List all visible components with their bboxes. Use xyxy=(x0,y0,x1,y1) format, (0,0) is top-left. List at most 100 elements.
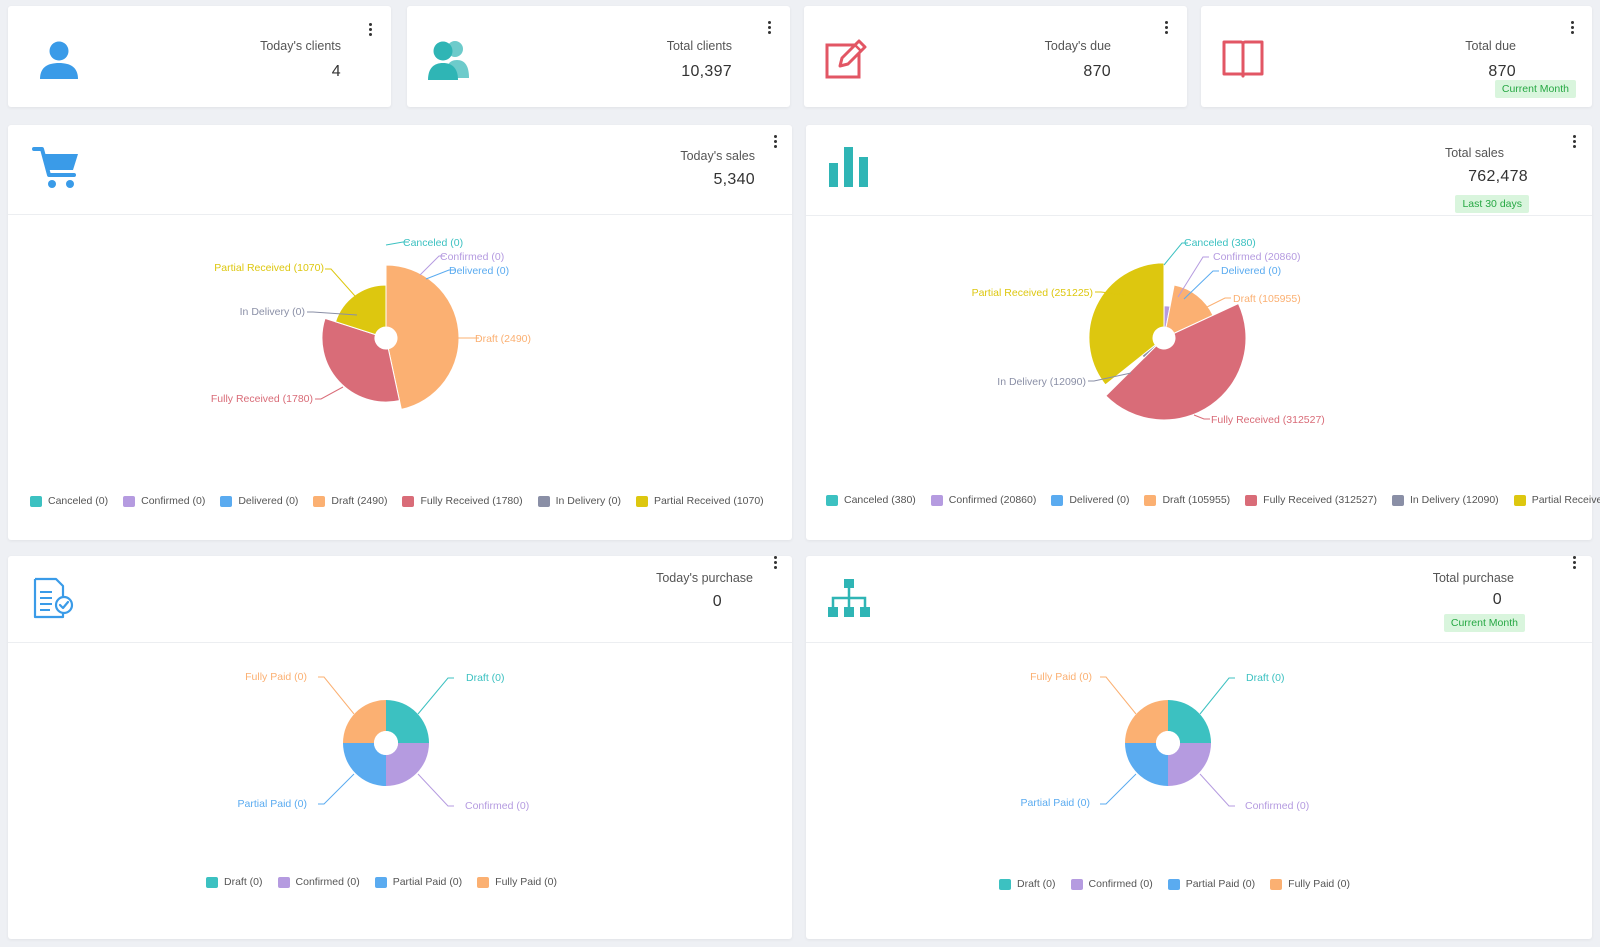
slice-confirmed[interactable] xyxy=(386,743,429,786)
chart-legend: Canceled (380) Confirmed (20860) Delivered… xyxy=(826,494,1600,506)
legend-swatch xyxy=(635,495,648,507)
cart-icon xyxy=(32,147,78,188)
user-icon xyxy=(40,41,78,79)
slice-label-fully-received: Fully Received (1780) xyxy=(211,393,313,405)
legend-item-in-delivery[interactable]: In Delivery (0) xyxy=(537,495,621,507)
legend-label: Confirmed (0) xyxy=(295,876,360,888)
leader-line xyxy=(1183,270,1219,300)
stat-value: 4 xyxy=(331,63,341,80)
legend-item-delivered[interactable]: Delivered (0) xyxy=(220,495,298,507)
users-icon xyxy=(428,41,469,80)
panel-label: Today's purchase xyxy=(656,571,753,585)
slice-confirmed[interactable] xyxy=(1168,743,1211,786)
more-options-icon[interactable] xyxy=(768,553,782,571)
legend-item-fully-received[interactable]: Fully Received (312527) xyxy=(1245,494,1377,506)
slice-draft[interactable] xyxy=(1168,700,1211,743)
more-options-icon[interactable] xyxy=(768,132,782,150)
stat-card-total-due: Total due 870 Current Month xyxy=(1201,6,1592,107)
slice-fully-received[interactable] xyxy=(321,317,401,403)
stat-card-todays-due: Today's due 870 xyxy=(804,6,1187,107)
legend-swatch xyxy=(220,495,233,507)
slice-partial-received[interactable] xyxy=(334,284,387,336)
legend-swatch xyxy=(1270,878,1283,890)
legend-label: In Delivery (12090) xyxy=(1409,494,1499,506)
leader-line xyxy=(417,677,454,715)
legend-item-partial-received[interactable]: Partial Received (1070) xyxy=(635,495,764,507)
org-chart-icon xyxy=(828,579,870,617)
slice-label-partial-paid: Partial Paid (0) xyxy=(238,798,307,810)
legend-swatch xyxy=(1391,494,1404,506)
more-options-icon[interactable] xyxy=(1567,132,1581,150)
more-options-icon[interactable] xyxy=(363,20,377,38)
legend-label: Partial Received (251225) xyxy=(1531,494,1600,506)
slice-label-confirmed: Confirmed (0) xyxy=(1245,800,1309,812)
slice-label-fully-received: Fully Received (312527) xyxy=(1211,414,1325,426)
slice-label-draft: Draft (0) xyxy=(1246,672,1285,684)
slice-label-in-delivery: In Delivery (0) xyxy=(240,306,305,318)
legend-item-draft[interactable]: Draft (0) xyxy=(999,878,1056,890)
legend-item-fully-received[interactable]: Fully Received (1780) xyxy=(402,495,523,507)
leader-line xyxy=(1095,291,1127,296)
legend-item-fully-paid[interactable]: Fully Paid (0) xyxy=(1270,878,1350,890)
slice-label-fully-paid: Fully Paid (0) xyxy=(245,671,307,683)
legend-item-canceled[interactable]: Canceled (0) xyxy=(30,495,108,507)
legend-item-fully-paid[interactable]: Fully Paid (0) xyxy=(477,876,557,888)
legend-swatch xyxy=(313,495,326,507)
more-options-icon[interactable] xyxy=(1159,18,1173,36)
legend-label: Confirmed (0) xyxy=(141,495,206,507)
slice-fully-paid[interactable] xyxy=(343,700,386,743)
legend-item-draft[interactable]: Draft (0) xyxy=(206,876,263,888)
slice-draft[interactable] xyxy=(386,700,429,743)
slice-label-partial-paid: Partial Paid (0) xyxy=(1021,797,1090,809)
legend-item-partial-received[interactable]: Partial Received (251225) xyxy=(1513,494,1600,506)
todays-sales-panel: Today's sales 5,340 Canceled (0) Confirme… xyxy=(8,125,792,540)
book-icon xyxy=(1222,40,1264,78)
panel-divider xyxy=(8,642,792,643)
stat-card-total-clients: Total clients 10,397 xyxy=(407,6,790,107)
legend-item-partial-paid[interactable]: Partial Paid (0) xyxy=(1167,878,1256,890)
legend-label: Fully Received (1780) xyxy=(420,495,523,507)
panel-label: Total sales xyxy=(1444,146,1504,160)
slice-label-canceled: Canceled (380) xyxy=(1184,237,1256,249)
period-badge: Last 30 days xyxy=(1455,195,1529,213)
panel-value: 5,340 xyxy=(713,171,755,188)
legend-swatch xyxy=(1144,494,1157,506)
stat-label: Total due xyxy=(1465,39,1516,53)
panel-divider xyxy=(8,214,792,215)
slice-label-fully-paid: Fully Paid (0) xyxy=(1030,671,1092,683)
stat-card-todays-clients: Today's clients 4 xyxy=(8,6,391,107)
legend-item-confirmed[interactable]: Confirmed (0) xyxy=(1070,878,1153,890)
more-options-icon[interactable] xyxy=(1565,18,1579,36)
legend-item-in-delivery[interactable]: In Delivery (12090) xyxy=(1391,494,1499,506)
legend-item-partial-paid[interactable]: Partial Paid (0) xyxy=(374,876,462,888)
legend-item-draft[interactable]: Draft (105955) xyxy=(1144,494,1230,506)
slice-partial-paid[interactable] xyxy=(343,743,386,786)
legend-item-confirmed[interactable]: Confirmed (0) xyxy=(277,876,360,888)
more-options-icon[interactable] xyxy=(762,18,776,36)
legend-label: Canceled (380) xyxy=(844,494,916,506)
legend-item-delivered[interactable]: Delivered (0) xyxy=(1051,494,1129,506)
panel-label: Today's sales xyxy=(680,149,755,163)
leader-line xyxy=(1177,256,1209,298)
legend-label: Draft (0) xyxy=(224,876,263,888)
leader-line xyxy=(318,676,355,715)
leader-line xyxy=(1100,773,1137,805)
slice-fully-paid[interactable] xyxy=(1125,700,1168,743)
legend-label: Partial Paid (0) xyxy=(1185,878,1256,890)
legend-label: Fully Paid (0) xyxy=(1288,878,1351,890)
legend-item-confirmed[interactable]: Confirmed (20860) xyxy=(930,494,1037,506)
legend-swatch xyxy=(477,876,490,888)
edit-icon xyxy=(825,39,867,79)
legend-item-draft[interactable]: Draft (2490) xyxy=(313,495,387,507)
legend-swatch xyxy=(402,495,415,507)
legend-item-confirmed[interactable]: Confirmed (0) xyxy=(123,495,205,507)
legend-label: Confirmed (20860) xyxy=(948,494,1037,506)
legend-label: Delivered (0) xyxy=(1069,494,1130,506)
more-options-icon[interactable] xyxy=(1567,553,1581,571)
legend-label: Fully Received (312527) xyxy=(1263,494,1377,506)
leader-line xyxy=(1088,372,1132,382)
leader-line xyxy=(318,773,355,805)
legend-item-canceled[interactable]: Canceled (380) xyxy=(826,494,916,506)
slice-label-confirmed: Confirmed (0) xyxy=(440,251,504,263)
slice-partial-paid[interactable] xyxy=(1125,743,1168,786)
